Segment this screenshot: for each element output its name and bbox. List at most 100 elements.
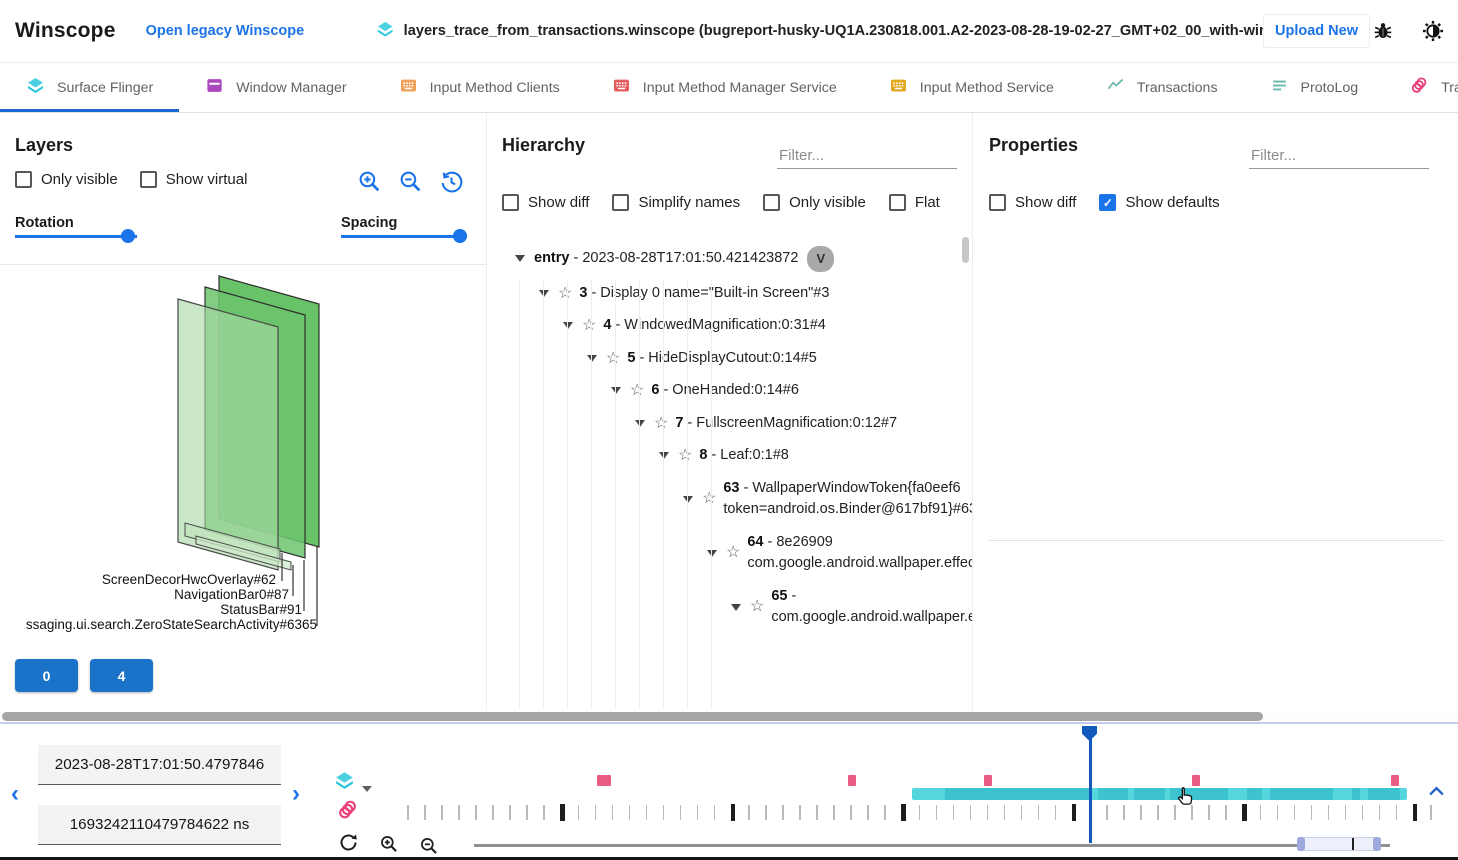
properties-options: Show diff Show defaults [989, 194, 1220, 211]
spacing-slider-thumb[interactable] [453, 229, 467, 243]
tree-node-3[interactable]: ☆ 3 - Display 0 name="Built-in Screen"#3 [487, 283, 972, 305]
properties-filter-input[interactable] [1249, 143, 1429, 169]
transitions-trace-icon[interactable] [337, 799, 359, 821]
tab-input-method-service[interactable]: Input Method Service [863, 63, 1080, 112]
layers-3d-scene[interactable] [0, 113, 487, 710]
rotation-slider-thumb[interactable] [121, 229, 135, 243]
ns-timestamp-input[interactable]: 1693242110479784622 ns [38, 805, 281, 845]
transition-marker[interactable] [597, 775, 611, 786]
checkbox-label: Show virtual [165, 171, 248, 188]
tree-node-64[interactable]: ☆ 64 - 8e26909 com.google.android.wallpap… [487, 532, 972, 575]
transition-marker[interactable] [1391, 775, 1399, 786]
ruler-tick [782, 805, 784, 820]
timeline-cursor-line[interactable] [1089, 729, 1092, 843]
surface-flinger-trace-icon[interactable] [334, 770, 355, 791]
pin-star-icon[interactable]: ☆ [726, 544, 741, 562]
tree-node-4[interactable]: ☆ 4 - WindowedMagnification:0:31#4 [487, 315, 972, 337]
transition-marker[interactable] [984, 775, 992, 786]
show-virtual-checkbox[interactable]: Show virtual [139, 171, 248, 188]
hierarchy-only-visible-checkbox[interactable]: Only visible [763, 194, 866, 211]
expand-chevron-icon[interactable] [587, 354, 597, 362]
report-bug-icon[interactable] [1372, 20, 1394, 42]
expand-chevron-icon[interactable] [659, 452, 669, 460]
pin-star-icon[interactable]: ☆ [630, 382, 645, 399]
hierarchy-show-diff-checkbox[interactable]: Show diff [502, 194, 589, 211]
open-legacy-winscope-link[interactable]: Open legacy Winscope [145, 23, 305, 39]
tree-indent-guide [543, 279, 544, 709]
pin-star-icon[interactable]: ☆ [606, 349, 621, 367]
expand-chevron-icon[interactable] [539, 289, 549, 297]
pin-star-icon[interactable]: ☆ [558, 284, 573, 302]
range-handle-right[interactable] [1373, 837, 1381, 851]
range-handle-left[interactable] [1297, 837, 1305, 851]
next-entry-chevron[interactable]: › [292, 780, 300, 807]
tab-input-method-manager-service[interactable]: Input Method Manager Service [586, 63, 863, 112]
properties-show-diff-checkbox[interactable]: Show diff [989, 194, 1076, 211]
layer-label: ssaging.ui.search.ZeroStateSearchActivit… [25, 617, 317, 632]
rect-id-button-4[interactable]: 4 [90, 659, 153, 692]
hierarchy-scrollbar-thumb[interactable] [962, 237, 969, 263]
only-visible-checkbox[interactable]: Only visible [15, 171, 118, 188]
ruler-tick [560, 804, 565, 821]
timeline-zoom-in-icon[interactable] [379, 834, 399, 854]
transition-marker[interactable] [1192, 775, 1200, 786]
tree-indent-guide [567, 279, 568, 709]
timeline-zoom-out-icon[interactable] [419, 836, 439, 856]
pin-star-icon[interactable]: ☆ [582, 317, 597, 334]
human-timestamp-input[interactable]: 2023-08-28T17:01:50.4797846 [38, 745, 281, 785]
tree-node-7[interactable]: ☆ 7 - FullscreenMagnification:0:12#7 [487, 413, 972, 435]
tree-node-8[interactable]: ☆ 8 - Leaf:0:1#8 [487, 445, 972, 467]
expand-chevron-icon[interactable] [707, 549, 717, 557]
expand-chevron-icon[interactable] [635, 419, 645, 427]
zoom-in-icon[interactable] [357, 169, 382, 194]
timeline-range-track[interactable] [474, 844, 1390, 847]
tab-surface-flinger[interactable]: Surface Flinger [0, 63, 180, 112]
tab-transitions[interactable]: Transitions [1384, 63, 1458, 112]
previous-entry-chevron[interactable]: ‹ [11, 780, 19, 807]
expand-chevron-icon[interactable] [515, 255, 525, 263]
ruler-tick [594, 805, 597, 820]
expand-chevron-icon[interactable] [563, 322, 573, 330]
tree-node-5[interactable]: ☆ 5 - HideDisplayCutout:0:14#5 [487, 348, 972, 370]
dark-mode-toggle-icon[interactable] [1422, 20, 1444, 42]
rotation-slider[interactable] [15, 229, 137, 243]
horizontal-scrollbar-thumb[interactable] [2, 712, 1263, 721]
tree-node-63[interactable]: ☆ 63 - WallpaperWindowToken{fa0eef6 token… [487, 478, 972, 521]
pin-star-icon[interactable]: ☆ [702, 490, 717, 508]
tree-node-label: 5 - HideDisplayCutout:0:14#5 [627, 349, 817, 366]
reset-view-history-icon[interactable] [439, 169, 464, 194]
hierarchy-flat-checkbox[interactable]: Flat [888, 194, 940, 211]
tab-window-manager[interactable]: Window Manager [179, 63, 372, 112]
rect-id-button-0[interactable]: 0 [15, 659, 78, 692]
tab-transactions[interactable]: Transactions [1080, 63, 1244, 112]
transition-marker[interactable] [848, 775, 856, 786]
properties-show-defaults-checkbox[interactable]: Show defaults [1099, 194, 1220, 211]
expand-timeline-chevron-icon[interactable] [1428, 784, 1445, 796]
checkbox-box [15, 171, 32, 188]
expand-chevron-icon[interactable] [683, 495, 693, 503]
pin-star-icon[interactable]: ☆ [678, 447, 693, 464]
tab-protolog[interactable]: ProtoLog [1244, 63, 1385, 112]
upload-new-button[interactable]: Upload New [1263, 14, 1370, 48]
trace-selector-caret-icon[interactable] [362, 786, 372, 792]
expand-chevron-icon[interactable] [731, 603, 741, 611]
horizontal-scrollbar[interactable] [0, 710, 1458, 724]
timeline-range-window[interactable] [1297, 837, 1381, 851]
sf-band-segment [1098, 788, 1128, 800]
tree-node-6[interactable]: ☆ 6 - OneHanded:0:14#6 [487, 380, 972, 402]
properties-separator [989, 540, 1444, 541]
checkbox-label: Only visible [41, 171, 118, 188]
tab-input-method-clients[interactable]: Input Method Clients [373, 63, 586, 112]
tree-node-entry[interactable]: entry - 2023-08-28T17:01:50.421423872 V [487, 246, 972, 272]
surface-flinger-activity-band[interactable] [912, 788, 1407, 800]
refresh-icon[interactable] [338, 832, 359, 853]
list-icon [1270, 76, 1289, 99]
expand-chevron-icon[interactable] [611, 387, 621, 395]
spacing-slider[interactable] [341, 229, 467, 243]
tree-node-65[interactable]: ☆ 65 - com.google.android.wallpaper.effec… [487, 586, 972, 629]
pin-star-icon[interactable]: ☆ [654, 414, 669, 432]
zoom-out-icon[interactable] [398, 169, 423, 194]
hierarchy-simplify-names-checkbox[interactable]: Simplify names [612, 194, 740, 211]
hierarchy-filter-input[interactable] [777, 143, 957, 169]
pin-star-icon[interactable]: ☆ [750, 598, 765, 616]
